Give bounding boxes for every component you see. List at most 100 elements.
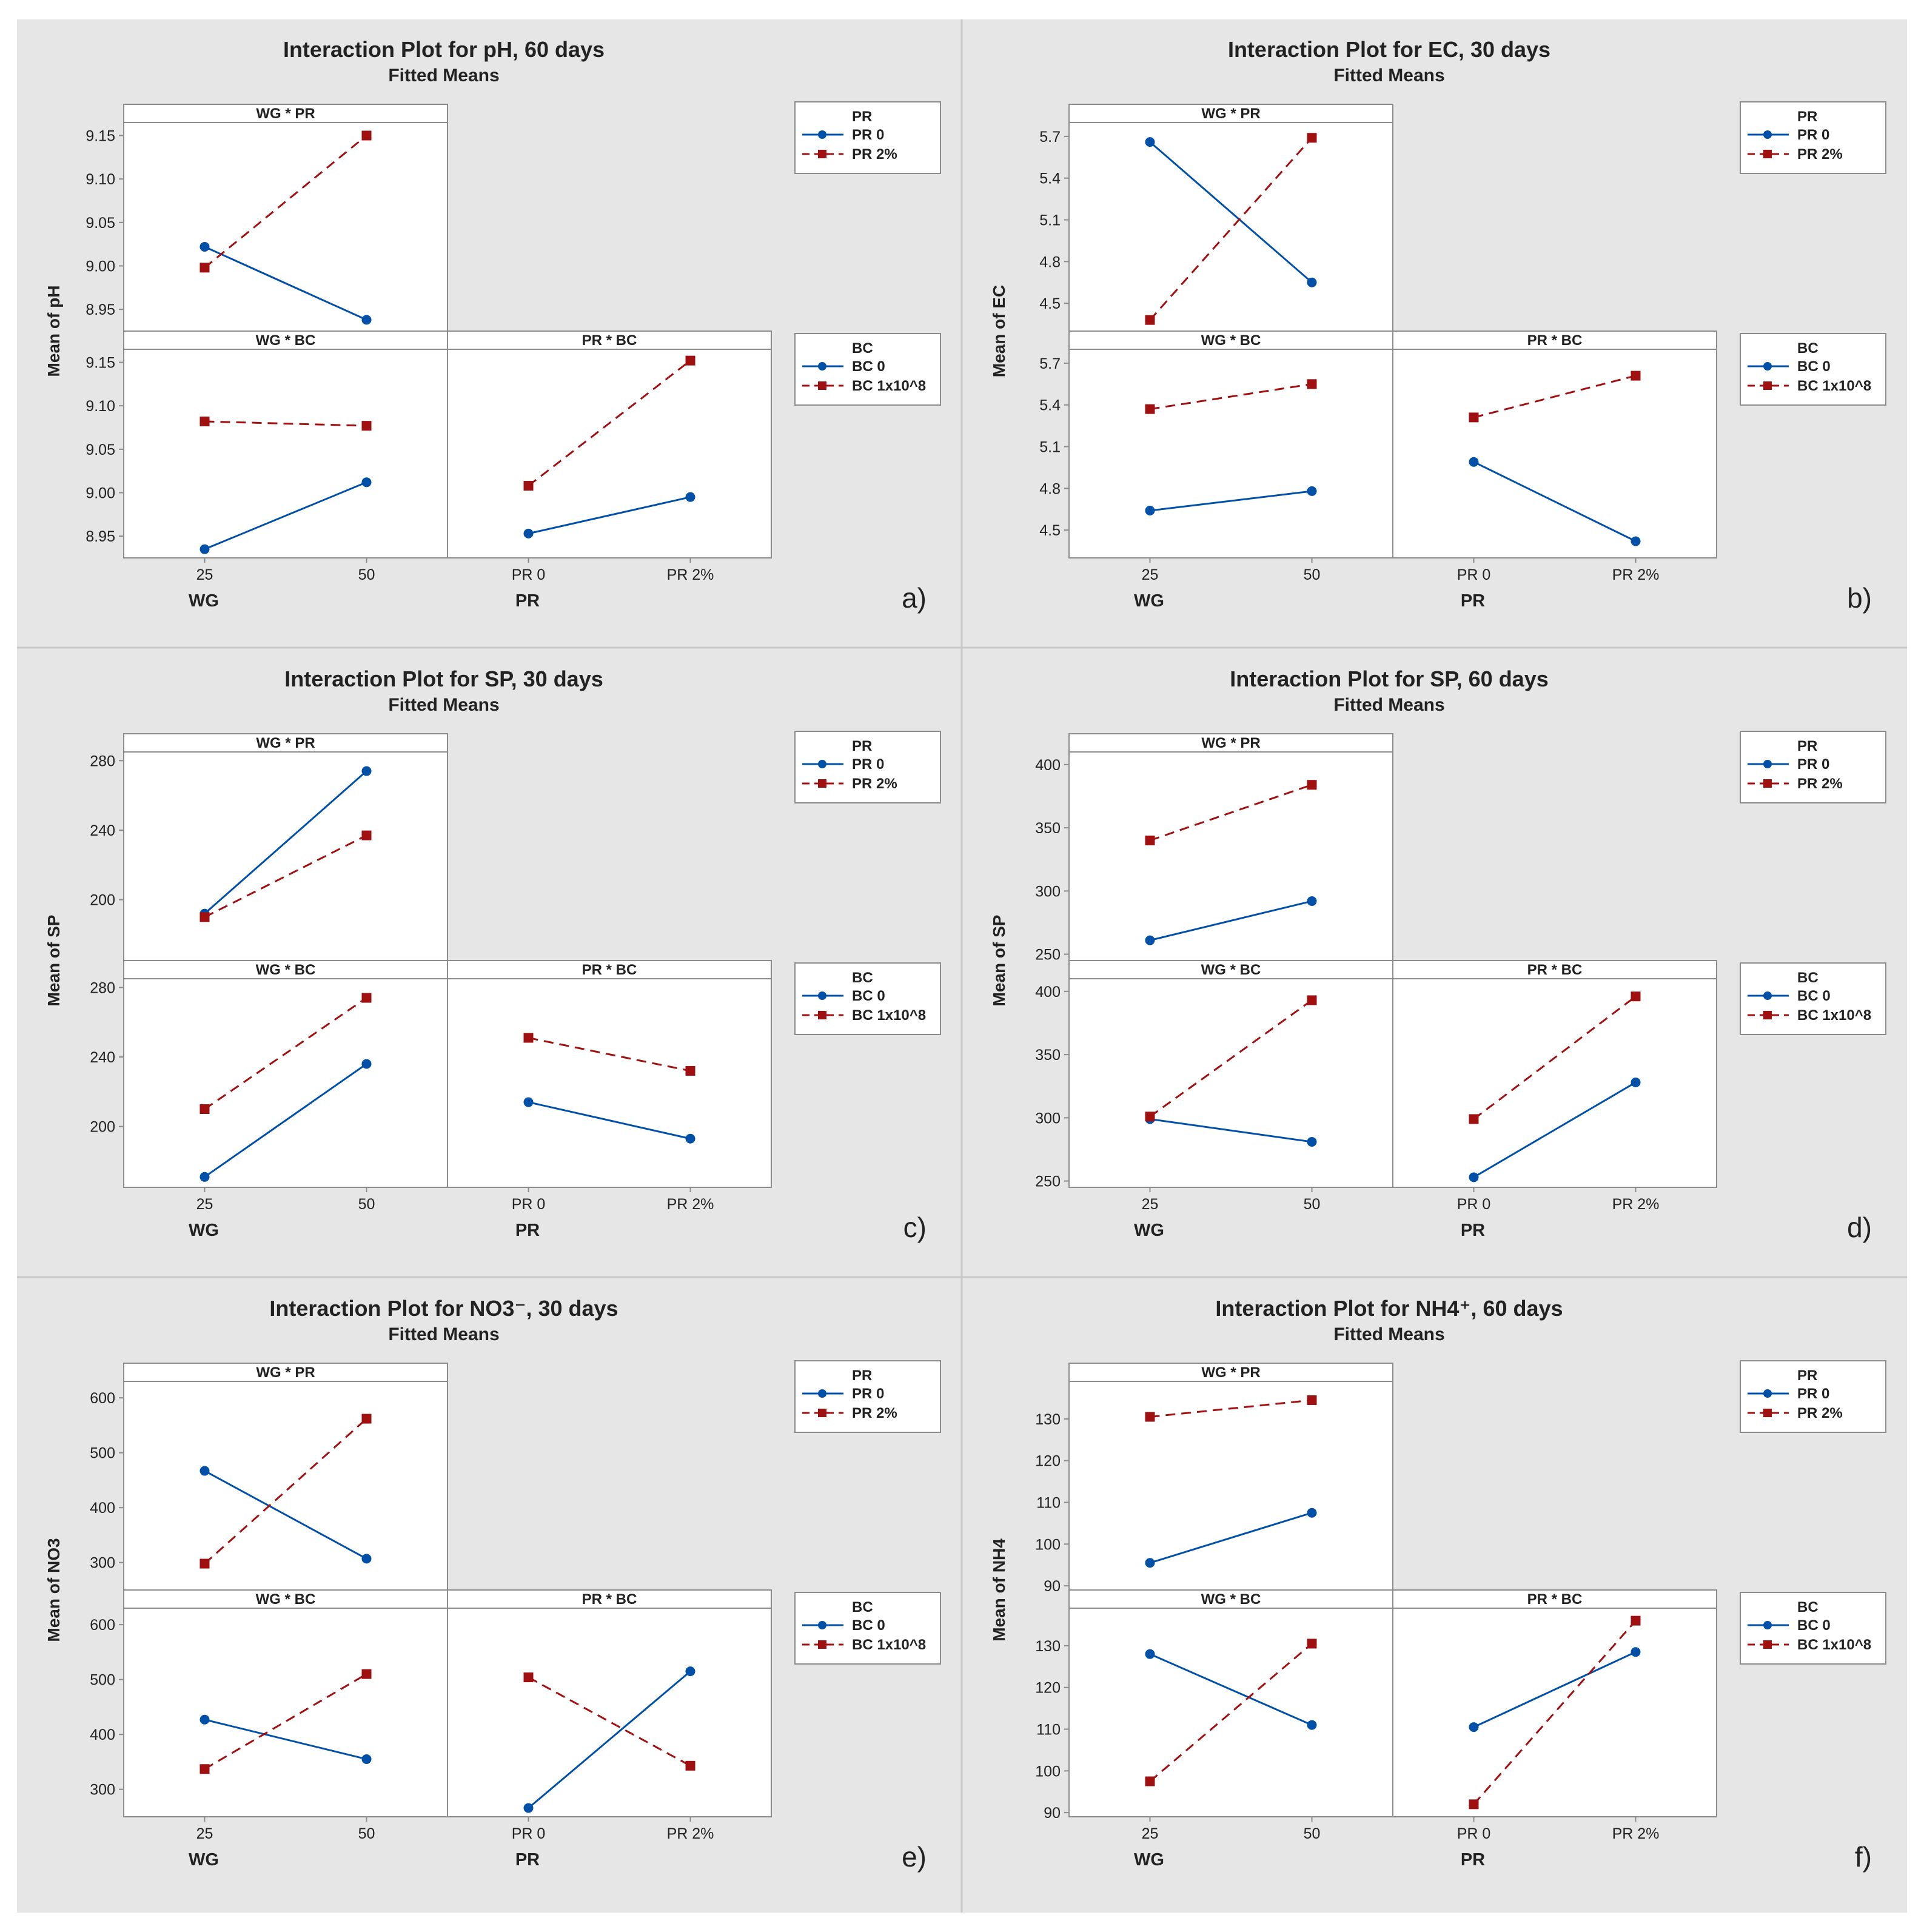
- legend-marker-circle: [818, 760, 826, 768]
- series-line: [1473, 1081, 1637, 1178]
- subplot: WG * PR 8.95 9.00 9.05 9.10 9.15: [85, 104, 448, 332]
- data-point-circle: [199, 241, 210, 252]
- series-line: [1150, 1512, 1312, 1564]
- legend-marker-square: [818, 1640, 826, 1649]
- legend-box: [1740, 731, 1886, 803]
- data-point-square: [361, 830, 372, 840]
- legend-title: BC: [852, 340, 873, 357]
- legend: PR PR 0 PR 2%: [794, 731, 941, 803]
- legend: PR PR 0 PR 2%: [794, 1360, 941, 1433]
- data-point-circle: [523, 528, 534, 538]
- x-tick-label: PR 2%: [1612, 1196, 1660, 1213]
- y-tick-label: 5.7: [1039, 355, 1061, 372]
- y-tick-label: 200: [90, 1119, 115, 1136]
- series-line: [1149, 1643, 1313, 1782]
- series-line: [528, 1101, 691, 1140]
- data-point-square: [523, 481, 534, 491]
- subplot-strip: [1392, 330, 1717, 350]
- y-tick-label: 300: [1035, 883, 1061, 900]
- data-point-square: [1307, 133, 1317, 143]
- y-tick-label: 100: [1035, 1763, 1061, 1780]
- legend-box: [794, 333, 941, 406]
- y-tick-label: 400: [1035, 984, 1061, 1001]
- x-tick-label: 25: [1142, 566, 1159, 583]
- legend-item-label: BC 0: [1797, 358, 1831, 375]
- subplot-plot-area: [1068, 751, 1393, 961]
- legend-title: BC: [1797, 1599, 1818, 1615]
- subplot: WG * PR 4.5 4.8 5.1 5.4 5.7: [1039, 104, 1393, 332]
- data-point-square: [685, 1065, 696, 1076]
- subplot: PR * BC PR 0 PR 2% PR: [1392, 960, 1717, 1240]
- subplot-title: WG * PR: [1201, 106, 1260, 122]
- data-point-circle: [361, 1059, 372, 1069]
- subplot: WG * PR 90 100 110 120 130: [1035, 1363, 1393, 1595]
- subplot-plot-area: [123, 978, 448, 1188]
- data-point-square: [1469, 412, 1479, 423]
- x-axis-label: WG: [189, 1221, 219, 1240]
- x-tick-label: 25: [1142, 1825, 1159, 1842]
- y-tick-label: 4.5: [1039, 522, 1061, 539]
- subplot-plot-area: [447, 349, 772, 558]
- y-tick-label: 9.15: [85, 355, 115, 372]
- y-tick-label: 280: [90, 753, 115, 770]
- x-tick-label: PR 0: [1457, 1825, 1491, 1842]
- subplot-plot-area: [123, 349, 448, 558]
- y-tick-label: 120: [1035, 1453, 1061, 1470]
- x-tick-label: PR 2%: [667, 1196, 714, 1213]
- series-line: [1150, 783, 1312, 842]
- x-tick-label: 50: [1304, 1825, 1321, 1842]
- y-tick-label: 300: [90, 1782, 115, 1799]
- data-point-square: [361, 130, 372, 141]
- data-point-circle: [361, 477, 372, 488]
- y-tick-label: 240: [90, 822, 115, 839]
- legend-item-label: PR 0: [852, 756, 884, 773]
- x-tick-label: PR 2%: [667, 1825, 714, 1842]
- y-tick-label: 4.8: [1039, 253, 1061, 270]
- x-tick-label: PR 2%: [667, 566, 714, 583]
- subplot-plot-area: [1068, 1381, 1393, 1591]
- data-point-square: [1145, 1412, 1155, 1422]
- subplot-plot-area: [1392, 978, 1717, 1188]
- chart-title: Interaction Plot for NO3⁻, 30 days: [269, 1296, 618, 1321]
- panel-tag: c): [903, 1212, 927, 1243]
- chart-panel: Interaction Plot for SP, 60 days Fitted M…: [990, 666, 1886, 1243]
- subplot: WG * PR 250 300 350 400: [1035, 733, 1393, 964]
- series-line: [1473, 375, 1636, 418]
- subplot-plot-area: [1392, 1608, 1717, 1817]
- panel-tag: e): [902, 1841, 927, 1873]
- legend-item-label: PR 0: [1797, 127, 1829, 143]
- y-tick-label: 4.8: [1039, 480, 1061, 497]
- legend-title: PR: [852, 109, 872, 125]
- y-tick-label: 9.00: [85, 258, 115, 275]
- x-axis-label: WG: [189, 1850, 219, 1870]
- y-tick-label: 400: [90, 1726, 115, 1743]
- data-point-circle: [199, 1466, 210, 1476]
- legend-marker-circle: [818, 1621, 826, 1629]
- y-tick-label: 5.4: [1039, 170, 1061, 187]
- data-point-circle: [1307, 1136, 1317, 1147]
- y-axis-label: Mean of pH: [44, 286, 63, 377]
- subplot-strip: [1068, 733, 1393, 753]
- x-tick-label: PR 0: [512, 1196, 546, 1213]
- y-tick-label: 300: [90, 1555, 115, 1572]
- legend-marker-square: [818, 779, 826, 788]
- legend-item-label: BC 0: [852, 988, 885, 1004]
- x-tick-label: PR 2%: [1612, 1825, 1660, 1842]
- subplot-plot-area: [123, 1608, 448, 1817]
- legend-item-label: PR 2%: [852, 776, 897, 792]
- data-point-circle: [361, 1754, 372, 1764]
- data-point-circle: [1307, 486, 1317, 496]
- x-tick-label: 50: [358, 1825, 375, 1842]
- subplot-plot-area: [123, 122, 448, 332]
- series-line: [1150, 1118, 1312, 1143]
- legend-marker-circle: [1763, 760, 1772, 768]
- subplot-plot-area: [123, 751, 448, 961]
- data-point-square: [523, 1672, 534, 1683]
- legend-title: BC: [852, 1599, 873, 1615]
- data-point-circle: [199, 544, 210, 554]
- data-point-square: [523, 1033, 534, 1043]
- legend-box: [794, 731, 941, 803]
